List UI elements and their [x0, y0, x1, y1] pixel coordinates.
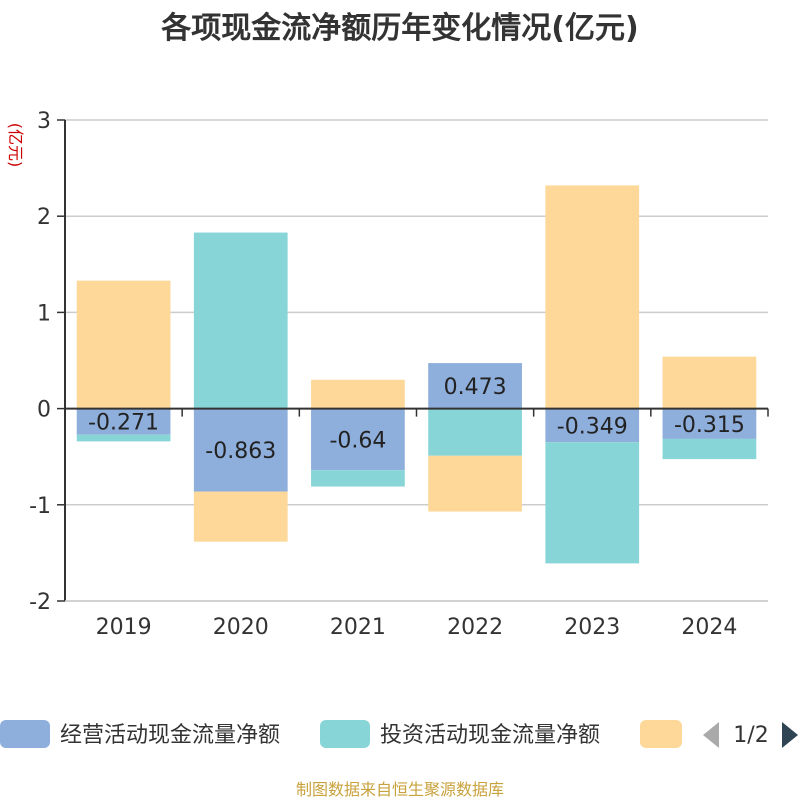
- bar-2020-series-1: [193, 232, 288, 409]
- data-labels: -0.271 -0.863 -0.64 0.473 -0.349 -0.315: [88, 375, 745, 464]
- bar-2022-series-1: [428, 408, 522, 456]
- legend-label-0: 经营活动现金流量净额: [60, 723, 280, 748]
- y-tick-label: 2: [37, 205, 51, 230]
- axes: 3 2 1 0 -1 -2 2019 2020 2021 2022 2023 2024: [29, 109, 769, 640]
- bar-2023-series-0: [545, 408, 640, 443]
- legend-swatch-2: [640, 720, 682, 748]
- x-tick-label: 2023: [564, 615, 620, 640]
- y-tick-label: 3: [37, 109, 51, 134]
- data-label-2023: -0.349: [557, 414, 628, 439]
- data-label-2024: -0.315: [674, 413, 745, 438]
- y-tick-label: -2: [29, 590, 51, 615]
- bar-2021-series-0: [311, 408, 405, 471]
- bars: [76, 185, 757, 564]
- bar-2024-series-0: [662, 408, 757, 439]
- y-tick-label: 1: [37, 301, 51, 326]
- legend-swatch-1: [320, 720, 370, 748]
- x-tick-label: 2019: [96, 615, 152, 640]
- y-tick-label: 0: [37, 398, 51, 423]
- legend-page-indicator: 1/2: [733, 723, 768, 748]
- bar-2024-series-2: [662, 356, 757, 409]
- x-tick-label: 2024: [681, 615, 737, 640]
- chart-title: 各项现金流净额历年变化情况(亿元): [160, 11, 638, 46]
- bar-2019-series-2: [76, 280, 171, 409]
- y-tick-label: -1: [29, 494, 51, 519]
- bar-2022-series-2: [428, 455, 522, 512]
- bar-2023-series-1: [545, 442, 640, 564]
- x-tick-label: 2020: [213, 615, 269, 640]
- legend-prev-icon[interactable]: [703, 722, 719, 748]
- bar-2024-series-1: [662, 438, 757, 460]
- x-tick-label: 2021: [330, 615, 386, 640]
- legend-swatch-0: [0, 720, 50, 748]
- data-label-2021: -0.64: [329, 428, 386, 453]
- data-label-2022: 0.473: [444, 375, 507, 400]
- legend-label-1: 投资活动现金流量净额: [380, 723, 600, 748]
- bar-2019-series-0: [76, 408, 171, 435]
- data-label-2019: -0.271: [88, 411, 159, 436]
- bar-2021-series-2: [311, 379, 405, 409]
- x-tick-label: 2022: [447, 615, 503, 640]
- bar-2019-series-1: [76, 434, 171, 442]
- legend: 经营活动现金流量净额 投资活动现金流量净额 1/2: [0, 720, 798, 748]
- bar-2020-series-0: [193, 408, 288, 492]
- bar-2023-series-2: [545, 185, 640, 409]
- bar-2020-series-2: [193, 491, 288, 542]
- data-label-2020: -0.863: [205, 439, 276, 464]
- legend-next-icon[interactable]: [782, 722, 798, 748]
- source-note: 制图数据来自恒生聚源数据库: [296, 780, 504, 799]
- y-axis-unit: (亿元): [6, 123, 25, 168]
- bar-2022-series-0: [428, 363, 522, 409]
- bar-2021-series-1: [311, 470, 405, 487]
